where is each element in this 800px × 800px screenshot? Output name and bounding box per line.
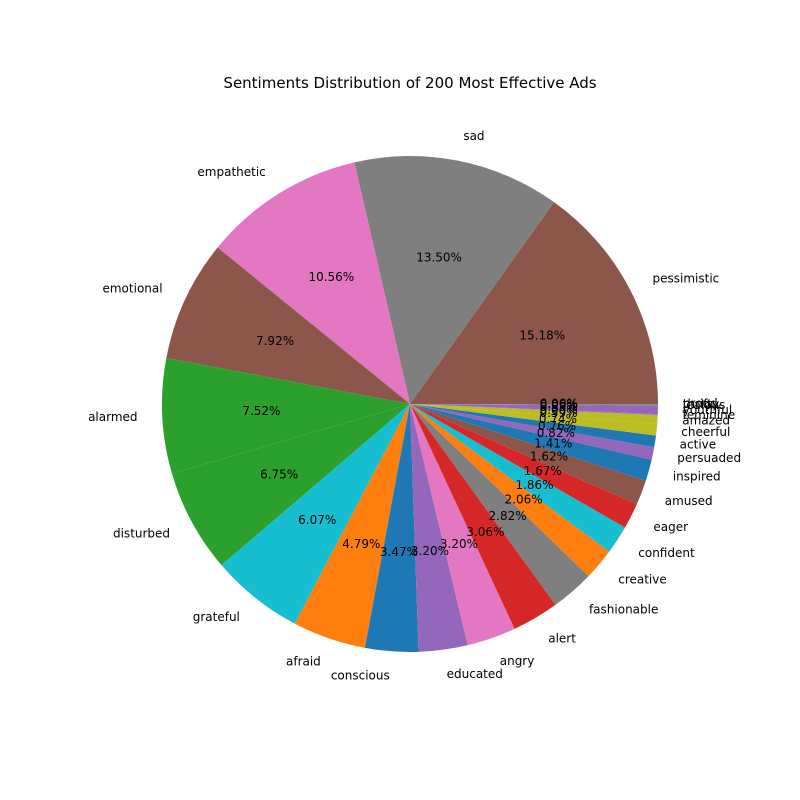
- slice-label-amazed: amazed: [682, 414, 730, 428]
- slice-percent-alarmed: 7.52%: [242, 404, 280, 418]
- pie-slice-inspired: [410, 404, 652, 481]
- slice-percent-educated: 3.20%: [411, 544, 449, 558]
- slice-label-active: active: [680, 438, 716, 452]
- pie-slice-confident: [410, 404, 626, 552]
- slice-percent-conscious: 3.47%: [380, 545, 418, 559]
- slice-label-jealous: jealous: [682, 398, 726, 412]
- slice-label-eager: eager: [653, 520, 688, 534]
- pie-slice-amused: [410, 404, 646, 505]
- slice-label-amused: amused: [665, 494, 713, 508]
- pie-slice-eager: [410, 404, 637, 528]
- pie-slice-thrifty: [410, 404, 658, 405]
- slice-percent-active: 0.76%: [538, 419, 576, 433]
- slice-label-emotional: emotional: [102, 282, 162, 296]
- slice-percent-empathetic: 10.56%: [308, 270, 354, 284]
- pie-slice-persuaded: [410, 404, 655, 460]
- pie-slice-sad: [354, 156, 555, 404]
- slice-label-empathetic: empathetic: [197, 165, 265, 179]
- slice-percent-thrifty: 0.06%: [540, 397, 578, 411]
- pie-slice-jealous: [410, 404, 658, 406]
- slice-label-feminine: feminine: [683, 408, 736, 422]
- slice-percent-creative: 2.06%: [505, 493, 543, 507]
- slice-label-persuaded: persuaded: [677, 451, 741, 465]
- slice-label-grateful: grateful: [193, 610, 240, 624]
- pie-slices: [162, 156, 658, 652]
- pie-slice-alert: [410, 404, 556, 629]
- slice-percent-persuaded: 0.82%: [537, 426, 575, 440]
- pie-slice-conscious: [364, 404, 419, 652]
- slice-label-thrifty: thrifty: [683, 397, 719, 411]
- slice-percent-sad: 13.50%: [416, 251, 462, 265]
- chart-title: Sentiments Distribution of 200 Most Effe…: [223, 74, 596, 92]
- slice-percent-afraid: 4.79%: [342, 537, 380, 551]
- slice-percent-amused: 1.62%: [530, 450, 568, 464]
- pie-slice-pessimistic: [410, 202, 658, 404]
- slice-percent-proud: 0.00%: [540, 397, 578, 411]
- pie-slice-afraid: [294, 404, 410, 648]
- slice-label-disturbed: disturbed: [113, 526, 170, 540]
- slice-percent-jealous: 0.06%: [540, 397, 578, 411]
- slice-label-alarmed: alarmed: [88, 410, 137, 424]
- slice-label-afraid: afraid: [286, 654, 321, 668]
- slice-label-proud: proud: [683, 397, 718, 411]
- pie-slice-disturbed: [171, 404, 410, 566]
- slice-percent-grateful: 6.07%: [298, 513, 336, 527]
- slice-percent-fashionable: 2.82%: [489, 509, 527, 523]
- pie-slice-grateful: [221, 404, 410, 624]
- slice-label-confident: confident: [638, 546, 695, 560]
- pie-slice-youthful: [410, 404, 658, 415]
- slice-percent-inspired: 1.41%: [534, 436, 572, 450]
- pie-slice-active: [410, 404, 656, 448]
- pie-slice-angry: [410, 404, 515, 646]
- slice-label-sad: sad: [463, 129, 484, 143]
- slice-label-alert: alert: [548, 632, 576, 646]
- slice-label-conscious: conscious: [331, 669, 390, 683]
- pie-labels: pessimistic 15.18% sad 13.50% empathetic 10.5…: [88, 129, 741, 683]
- slice-percent-confident: 1.86%: [515, 478, 553, 492]
- pie-slice-feminine: [410, 404, 658, 416]
- slice-label-youthful: youthful: [683, 403, 733, 417]
- slice-percent-amazed: 0.59%: [539, 406, 577, 420]
- pie-slice-alarmed: [162, 357, 410, 474]
- slice-percent-angry: 3.20%: [440, 537, 478, 551]
- pie-slice-cheerful: [410, 404, 658, 436]
- slice-percent-cheerful: 0.74%: [539, 412, 577, 426]
- slice-percent-disturbed: 6.75%: [260, 467, 298, 481]
- slice-percent-youthful: 0.53%: [540, 400, 578, 414]
- slice-percent-pessimistic: 15.18%: [519, 328, 565, 342]
- slice-percent-feminine: 0.06%: [540, 403, 578, 417]
- slice-label-inspired: inspired: [673, 470, 721, 484]
- slice-label-fashionable: fashionable: [589, 602, 658, 616]
- slice-label-pessimistic: pessimistic: [653, 272, 720, 286]
- slice-percent-eager: 1.67%: [524, 464, 562, 478]
- pie-slice-fashionable: [410, 404, 589, 605]
- pie-slice-amazed: [410, 404, 658, 425]
- slice-percent-alert: 3.06%: [466, 525, 504, 539]
- slice-label-educated: educated: [447, 667, 503, 681]
- slice-label-angry: angry: [500, 654, 535, 668]
- slice-label-cheerful: cheerful: [681, 425, 730, 439]
- slice-label-creative: creative: [618, 573, 667, 587]
- slice-percent-emotional: 7.92%: [256, 334, 294, 348]
- pie-slice-emotional: [166, 247, 410, 404]
- pie-slice-educated: [410, 404, 468, 652]
- pie-slice-empathetic: [217, 162, 410, 404]
- pie-slice-creative: [410, 404, 610, 577]
